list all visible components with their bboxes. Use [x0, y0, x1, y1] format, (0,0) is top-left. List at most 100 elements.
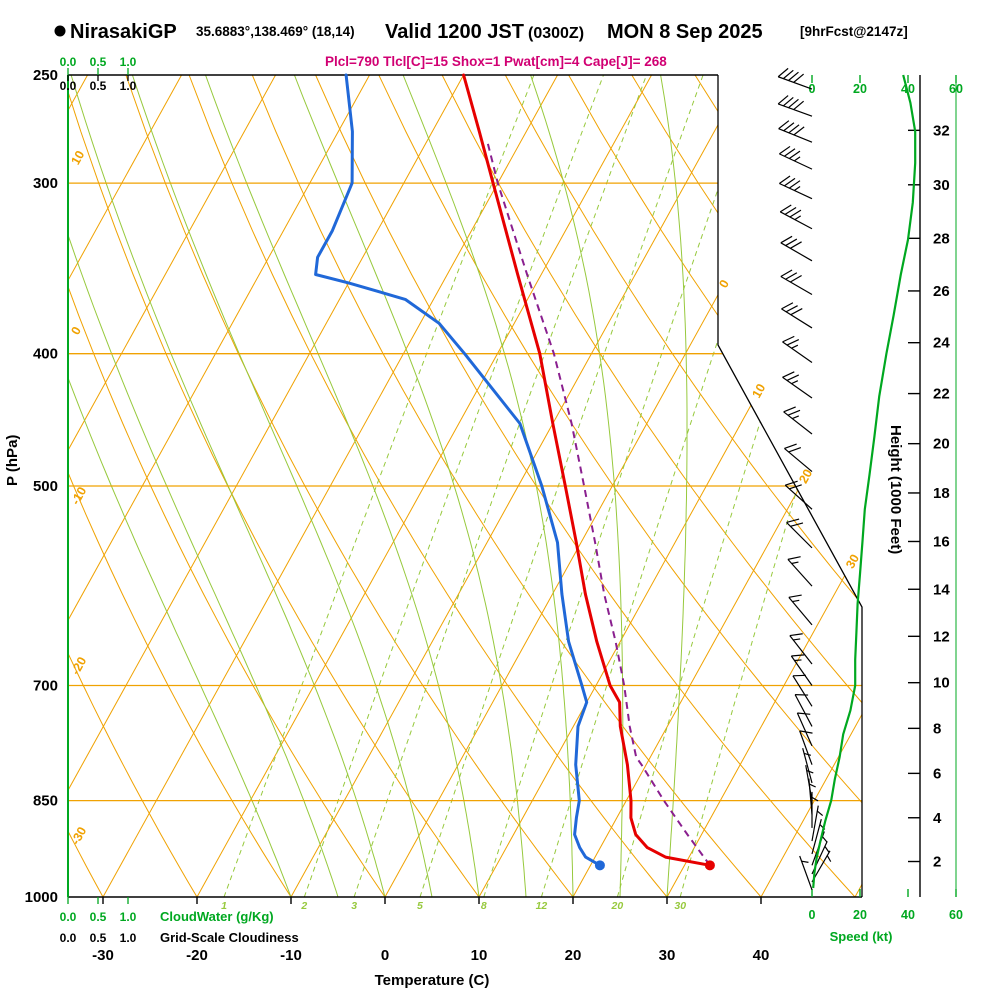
wind-barb-feather — [787, 409, 801, 416]
height-tick-label: 18 — [933, 485, 950, 502]
wind-barb-feather — [793, 126, 805, 136]
wind-barb-half-feather — [791, 344, 799, 349]
wind-barb-half-feather — [824, 846, 830, 853]
mixing-ratio-value: 30 — [674, 900, 686, 912]
dewpoint-curve — [314, 73, 602, 867]
mixing-ratio-value: 2 — [300, 900, 307, 912]
sounding-profiles — [314, 73, 715, 871]
dry-adiabat-line — [68, 75, 480, 897]
wind-barb-feather — [781, 302, 794, 310]
cloudwater-label: CloudWater (g/Kg) — [160, 909, 274, 924]
speed-axis-label: Speed (kt) — [830, 929, 893, 944]
speed-tick-label-bottom: 0 — [809, 908, 816, 922]
pressure-tick-label: 700 — [33, 678, 58, 695]
height-tick-label: 10 — [933, 675, 950, 692]
valid-time: Valid 1200 JST — [385, 21, 524, 43]
dry-adiabat-line — [441, 75, 862, 897]
temperature-tick-label: -20 — [186, 947, 208, 964]
wind-barb-feather — [790, 308, 803, 316]
station-coords: 35.6883°,138.469° (18,14) — [196, 24, 355, 39]
dry-adiabat-line — [315, 75, 856, 897]
isotherm-label-right: 10 — [749, 381, 768, 400]
wind-barb-feather — [779, 145, 791, 155]
moist-adiabat-line — [68, 75, 339, 897]
cloudiness-scale-top: 0.5 — [90, 79, 107, 93]
wind-barb-half-feather — [793, 185, 801, 191]
wind-barb-staff — [779, 182, 813, 200]
wind-barb-feather — [783, 406, 796, 413]
wind-barb-feather — [785, 272, 798, 280]
mixing-ratio-line — [223, 75, 535, 897]
wind-barb-feather — [788, 98, 799, 109]
moist-adiabat-line — [70, 75, 386, 897]
wind-barb-feather — [784, 148, 796, 157]
station-bullet-icon — [54, 25, 66, 37]
isotherm-label-left: 0 — [68, 324, 84, 337]
temperature-tick-label: -10 — [280, 947, 302, 964]
wind-barb-feather — [788, 180, 801, 189]
isotherm-label-left: -30 — [68, 825, 89, 848]
dry-adiabat-line — [251, 75, 762, 897]
dry-adiabat-line — [68, 75, 198, 897]
wind-barb-feather — [791, 654, 805, 657]
wind-barb-feather — [780, 235, 793, 244]
wind-barb-half-feather — [806, 770, 814, 774]
pressure-tick-label: 300 — [33, 175, 58, 192]
pressure-tick-label: 500 — [33, 478, 58, 495]
isotherm-label-right: 0 — [716, 277, 732, 290]
wind-barb-staff — [796, 712, 813, 747]
cloudiness-scale-top: 0.0 — [60, 79, 77, 93]
height-tick-label: 6 — [933, 765, 941, 782]
surface-dewpoint-dot — [594, 860, 605, 871]
wind-barb-half-feather — [826, 855, 832, 862]
wind-barb-feather — [786, 374, 800, 381]
wind-barb-half-feather — [816, 810, 824, 817]
wind-barb-feather — [784, 443, 797, 450]
mixing-ratio-line — [540, 75, 808, 897]
height-tick-label: 14 — [933, 581, 950, 598]
cloudwater-scale-bottom: 0.5 — [90, 910, 107, 924]
temperature-curve — [462, 73, 712, 867]
height-tick-label: 12 — [933, 628, 950, 645]
mixing-ratio-line — [303, 75, 604, 897]
dry-adiabat-line — [125, 75, 574, 897]
height-tick-label: 22 — [933, 386, 950, 403]
moist-adiabat-line — [68, 75, 292, 897]
wind-barb-feather — [784, 207, 797, 215]
dry-adiabat-line — [188, 75, 668, 897]
cloudwater-scale-top: 1.0 — [120, 55, 137, 69]
isotherm-line — [760, 75, 862, 897]
dry-adiabat-line — [68, 75, 292, 897]
moist-adiabat-line — [205, 75, 480, 897]
cloudwater-scale-bottom: 0.0 — [60, 910, 77, 924]
wind-barb-staff — [787, 558, 813, 587]
wind-barb-staff — [784, 447, 813, 473]
wind-barb-half-feather — [792, 599, 800, 603]
temperature-tick-label: 20 — [565, 947, 582, 964]
cloudiness-scale-bottom: 0.5 — [90, 931, 107, 945]
wind-barb-feather — [790, 241, 802, 249]
wind-barb-feather — [789, 209, 802, 218]
wind-barb-feather — [790, 522, 804, 527]
speed-tick-label-top: 0 — [809, 82, 816, 96]
speed-tick-label-bottom: 40 — [901, 908, 915, 922]
wind-barb-feather — [786, 518, 800, 524]
height-tick-label: 2 — [933, 854, 941, 871]
cloudwater-scale-bottom: 1.0 — [120, 910, 137, 924]
wind-barb-feather — [793, 73, 805, 83]
pressure-tick-label: 850 — [33, 793, 58, 810]
right-boundary — [717, 75, 863, 897]
wind-barb-half-feather — [801, 860, 809, 863]
wind-barb-feather — [793, 100, 805, 111]
plot-borders — [67, 74, 957, 898]
wind-barb-half-feather — [793, 638, 801, 641]
wind-barb-feather — [785, 305, 798, 313]
moist-adiabat-line — [530, 75, 624, 897]
dry-adiabat-line — [504, 75, 862, 897]
wind-barb-staff — [780, 242, 813, 262]
temperature-tick-label: -30 — [92, 947, 114, 964]
wind-barb-feather — [788, 446, 802, 453]
pressure-gridlines — [68, 182, 862, 802]
